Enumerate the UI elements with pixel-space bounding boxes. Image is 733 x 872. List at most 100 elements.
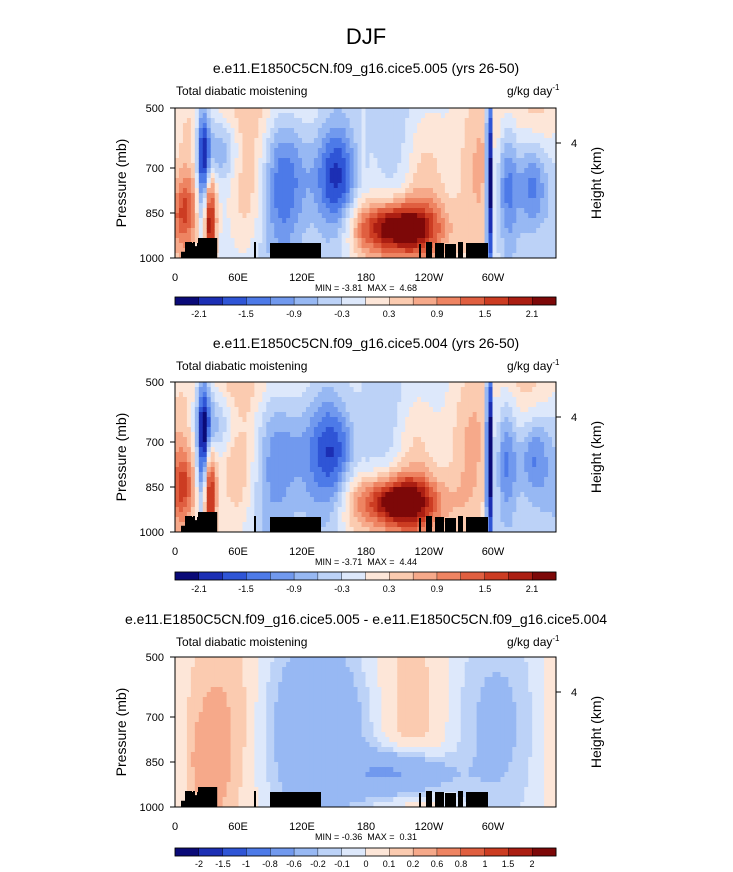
heatmap-cell — [357, 452, 362, 458]
heatmap-cell — [480, 143, 485, 149]
heatmap-cell — [214, 412, 220, 418]
heatmap-cell — [421, 153, 426, 159]
heatmap-cell — [242, 118, 247, 124]
heatmap-cell — [480, 193, 485, 199]
heatmap-cell — [440, 188, 446, 194]
heatmap-cell — [456, 123, 462, 129]
heatmap-cell — [552, 178, 557, 184]
heatmap-cell — [341, 517, 347, 523]
heatmap-cell — [393, 218, 398, 224]
heatmap-cell — [409, 407, 414, 413]
heatmap-cell — [369, 108, 374, 114]
heatmap-cell — [210, 143, 216, 149]
heatmap-cell — [313, 123, 319, 129]
heatmap-cell — [202, 153, 208, 159]
heatmap-cell — [425, 427, 430, 433]
heatmap-cell — [448, 168, 454, 174]
heatmap-cell — [333, 407, 339, 413]
heatmap-cell — [421, 133, 426, 139]
heatmap-cell — [325, 447, 331, 453]
heatmap-cell — [476, 228, 481, 234]
heatmap-cell — [321, 417, 327, 423]
heatmap-cell — [504, 203, 509, 209]
heatmap-cell — [186, 208, 192, 214]
heatmap-cell — [194, 477, 200, 483]
heatmap-cell — [401, 417, 406, 423]
heatmap-cell — [357, 492, 362, 498]
heatmap-cell — [182, 178, 188, 184]
heatmap-cell — [218, 437, 224, 443]
heatmap-cell — [357, 118, 362, 124]
heatmap-cell — [496, 198, 501, 204]
heatmap-cell — [329, 223, 335, 229]
heatmap-cell — [381, 427, 386, 433]
heatmap-cell — [278, 128, 283, 134]
heatmap-cell — [262, 442, 267, 448]
heatmap-cell — [440, 452, 446, 458]
x-tick-label: 0 — [172, 272, 178, 284]
heatmap-cell — [397, 477, 402, 483]
heatmap-cell — [190, 482, 196, 488]
heatmap-cell — [536, 143, 541, 149]
heatmap-cell — [349, 397, 354, 403]
heatmap-cell — [389, 218, 394, 224]
heatmap-cell — [333, 113, 339, 119]
heatmap-cell — [266, 243, 271, 249]
heatmap-cell — [536, 163, 541, 169]
heatmap-cell — [476, 208, 481, 214]
heatmap-cell — [250, 507, 255, 513]
heatmap-cell — [516, 133, 521, 139]
heatmap-cell — [333, 487, 339, 493]
heatmap-cell — [333, 223, 339, 229]
heatmap-cell — [377, 133, 382, 139]
heatmap-cell — [452, 213, 458, 219]
heatmap-cell — [468, 123, 474, 129]
heatmap-cell — [194, 133, 200, 139]
heatmap-cell — [313, 397, 319, 403]
heatmap-cell — [333, 437, 339, 443]
heatmap-cell — [194, 467, 200, 473]
heatmap-cell — [270, 163, 275, 169]
heatmap-cell — [305, 477, 311, 483]
heatmap-cell — [309, 457, 315, 463]
heatmap-cell — [504, 228, 509, 234]
heatmap-cell — [417, 138, 422, 144]
heatmap-cell — [218, 123, 224, 129]
heatmap-cell — [357, 138, 362, 144]
heatmap-cell — [298, 472, 303, 478]
heatmap-cell — [385, 497, 390, 503]
heatmap-cell — [484, 208, 489, 214]
heatmap-cell — [349, 462, 354, 468]
heatmap-cell — [345, 213, 351, 219]
heatmap-cell — [262, 522, 267, 528]
heatmap-cell — [313, 442, 319, 448]
heatmap-cell — [365, 507, 370, 513]
heatmap-cell — [385, 203, 390, 209]
heatmap-cell — [210, 158, 216, 164]
heatmap-cell — [488, 113, 493, 119]
heatmap-cell — [492, 113, 497, 119]
heatmap-cell — [436, 163, 442, 169]
heatmap-cell — [456, 238, 462, 244]
heatmap-cell — [210, 492, 216, 498]
heatmap-cell — [385, 163, 390, 169]
heatmap-cell — [282, 233, 287, 239]
heatmap-cell — [373, 467, 378, 473]
heatmap-cell — [345, 113, 351, 119]
heatmap-cell — [389, 178, 394, 184]
heatmap-cell — [329, 462, 335, 468]
heatmap-cell — [464, 178, 470, 184]
heatmap-cell — [552, 253, 557, 259]
heatmap-cell — [313, 128, 319, 134]
heatmap-cell — [544, 163, 549, 169]
heatmap-cell — [230, 482, 235, 488]
heatmap-cell — [214, 163, 220, 169]
heatmap-cell — [429, 467, 434, 473]
heatmap-cell — [432, 477, 438, 483]
heatmap-cell — [198, 417, 204, 423]
heatmap-cell — [198, 497, 204, 503]
heatmap-cell — [524, 203, 529, 209]
heatmap-cell — [234, 432, 239, 438]
heatmap-cell — [305, 437, 311, 443]
heatmap-cell — [365, 497, 370, 503]
